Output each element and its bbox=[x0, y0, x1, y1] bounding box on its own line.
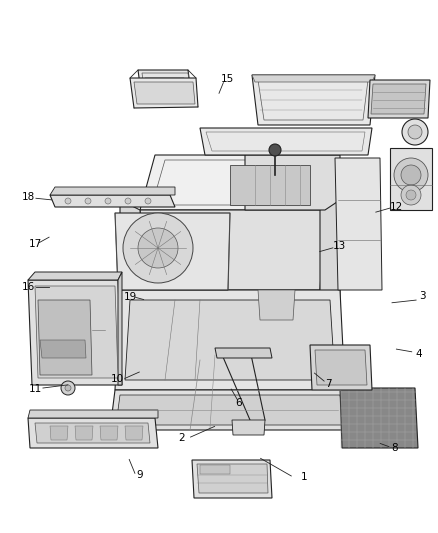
Polygon shape bbox=[28, 280, 122, 385]
Polygon shape bbox=[145, 78, 187, 95]
Polygon shape bbox=[125, 426, 143, 440]
Circle shape bbox=[138, 228, 178, 268]
Text: 15: 15 bbox=[221, 74, 234, 84]
Circle shape bbox=[85, 198, 91, 204]
Text: 16: 16 bbox=[22, 282, 35, 292]
Polygon shape bbox=[50, 195, 175, 207]
Polygon shape bbox=[138, 70, 192, 100]
Text: 1: 1 bbox=[301, 472, 308, 482]
Polygon shape bbox=[130, 78, 198, 108]
Polygon shape bbox=[140, 210, 325, 290]
Text: 9: 9 bbox=[137, 471, 144, 480]
Polygon shape bbox=[50, 187, 175, 195]
Polygon shape bbox=[230, 165, 310, 205]
Polygon shape bbox=[115, 213, 230, 290]
Polygon shape bbox=[245, 155, 340, 210]
Polygon shape bbox=[100, 426, 118, 440]
Circle shape bbox=[402, 119, 428, 145]
Polygon shape bbox=[110, 390, 350, 430]
Polygon shape bbox=[200, 465, 230, 474]
Polygon shape bbox=[320, 200, 340, 320]
Circle shape bbox=[125, 198, 131, 204]
Text: 19: 19 bbox=[124, 293, 137, 302]
Polygon shape bbox=[215, 348, 272, 358]
Polygon shape bbox=[28, 272, 122, 280]
Circle shape bbox=[406, 190, 416, 200]
Text: 18: 18 bbox=[22, 192, 35, 202]
Text: 10: 10 bbox=[111, 375, 124, 384]
Circle shape bbox=[61, 381, 75, 395]
Circle shape bbox=[65, 385, 71, 391]
Circle shape bbox=[401, 185, 421, 205]
Text: 11: 11 bbox=[28, 384, 42, 394]
Circle shape bbox=[65, 198, 71, 204]
Polygon shape bbox=[252, 75, 375, 82]
Text: 4: 4 bbox=[415, 350, 422, 359]
Polygon shape bbox=[115, 290, 345, 390]
Polygon shape bbox=[125, 300, 335, 380]
Circle shape bbox=[123, 213, 193, 283]
Circle shape bbox=[408, 125, 422, 139]
Text: 13: 13 bbox=[333, 241, 346, 251]
Polygon shape bbox=[368, 80, 430, 118]
Polygon shape bbox=[200, 128, 372, 155]
Polygon shape bbox=[258, 290, 295, 320]
Polygon shape bbox=[252, 75, 375, 125]
Circle shape bbox=[145, 198, 151, 204]
Text: 8: 8 bbox=[391, 443, 398, 453]
Polygon shape bbox=[40, 340, 86, 358]
Polygon shape bbox=[140, 155, 325, 210]
Polygon shape bbox=[134, 82, 195, 104]
Polygon shape bbox=[120, 200, 145, 290]
Polygon shape bbox=[310, 345, 372, 390]
Polygon shape bbox=[75, 426, 93, 440]
Circle shape bbox=[394, 158, 428, 192]
Polygon shape bbox=[232, 420, 265, 435]
Circle shape bbox=[401, 165, 421, 185]
Polygon shape bbox=[390, 148, 432, 210]
Polygon shape bbox=[340, 388, 418, 448]
Circle shape bbox=[105, 198, 111, 204]
Text: 7: 7 bbox=[325, 379, 332, 389]
Polygon shape bbox=[50, 426, 68, 440]
Text: 12: 12 bbox=[390, 202, 403, 212]
Polygon shape bbox=[35, 423, 150, 443]
Polygon shape bbox=[28, 410, 158, 418]
Polygon shape bbox=[192, 460, 272, 498]
Polygon shape bbox=[197, 464, 268, 493]
Polygon shape bbox=[145, 215, 225, 285]
Polygon shape bbox=[28, 418, 158, 448]
Polygon shape bbox=[315, 350, 367, 385]
Polygon shape bbox=[116, 395, 344, 425]
Circle shape bbox=[269, 144, 281, 156]
Polygon shape bbox=[118, 272, 122, 385]
Polygon shape bbox=[371, 84, 426, 114]
Text: 2: 2 bbox=[178, 433, 185, 443]
Text: 17: 17 bbox=[29, 239, 42, 249]
Polygon shape bbox=[38, 300, 92, 375]
Text: 3: 3 bbox=[419, 291, 426, 301]
Polygon shape bbox=[35, 286, 118, 378]
Text: 6: 6 bbox=[235, 399, 242, 408]
Polygon shape bbox=[335, 158, 382, 290]
